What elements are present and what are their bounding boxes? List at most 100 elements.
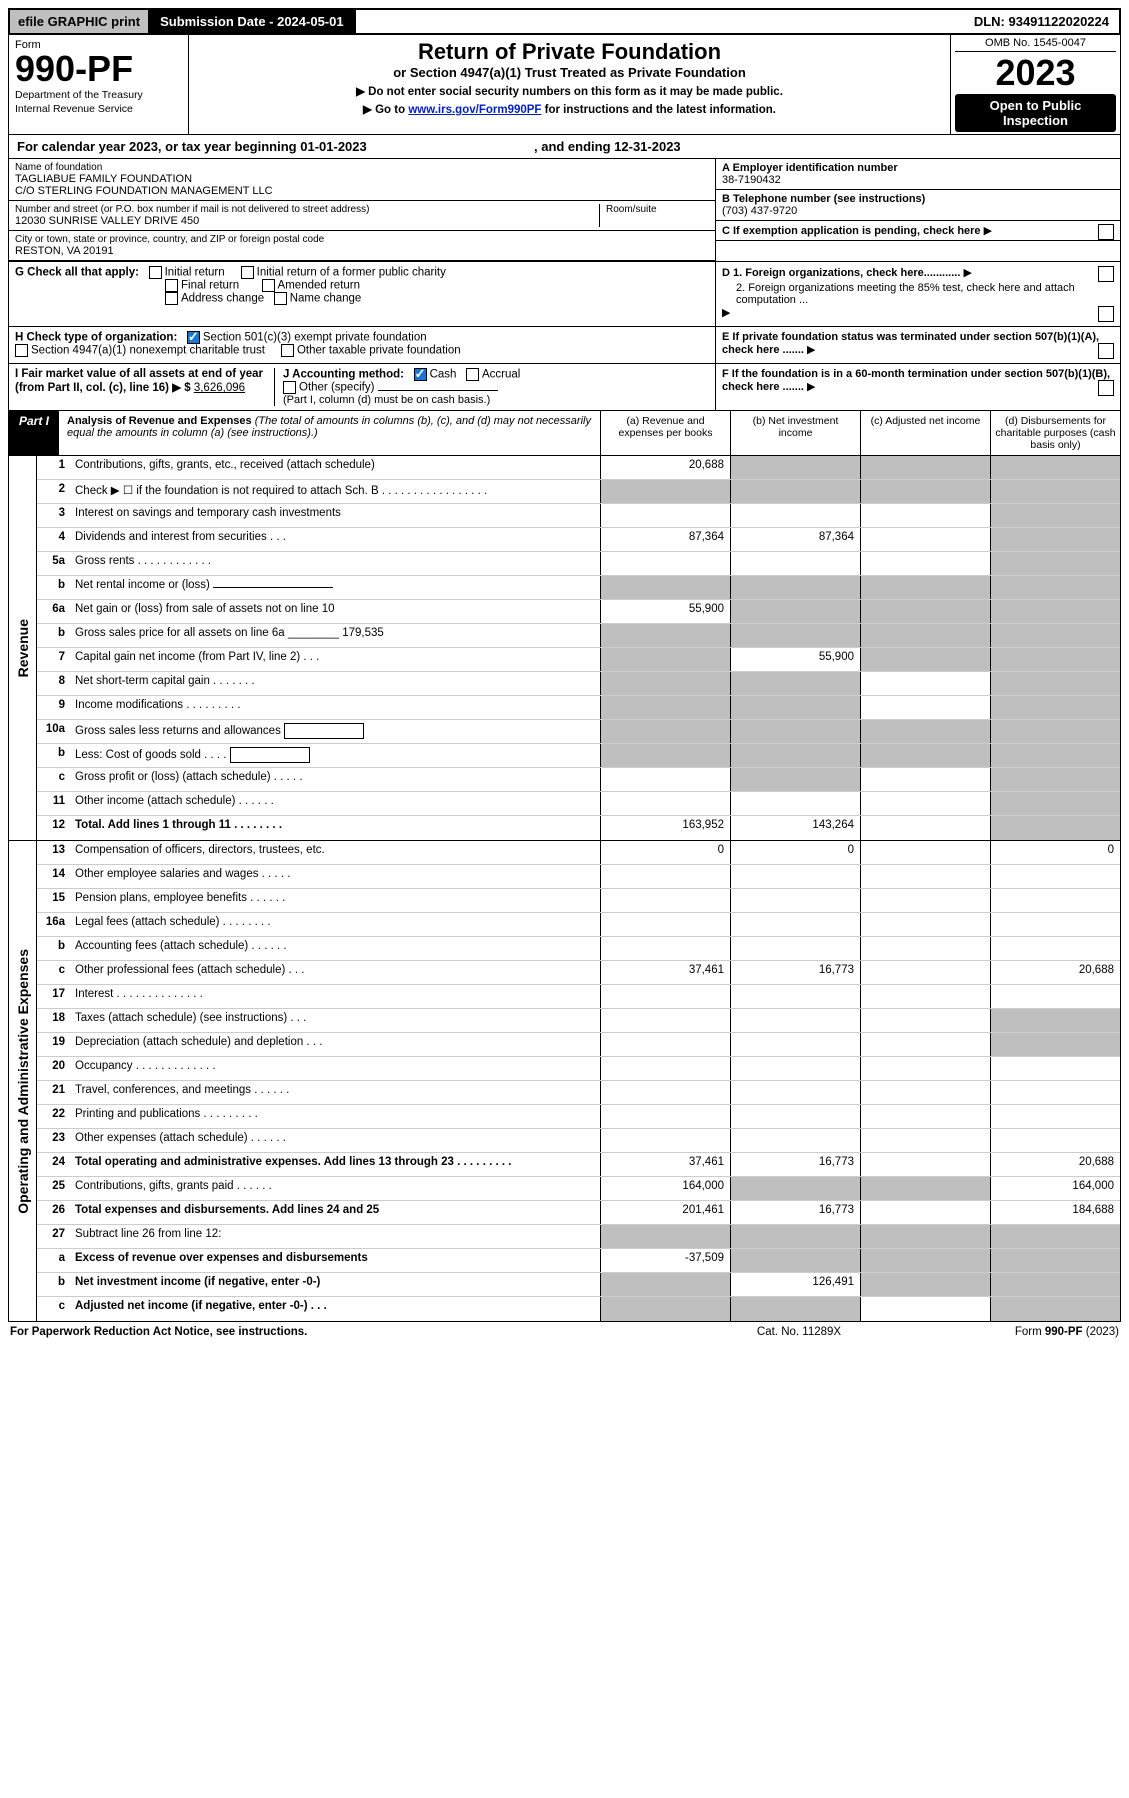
form-title: Return of Private Foundation <box>197 39 942 65</box>
foundation-name-1: TAGLIABUE FAMILY FOUNDATION <box>15 173 709 185</box>
part1-badge: Part I <box>9 411 59 455</box>
l16c-b: 16,773 <box>730 961 860 984</box>
ein-value: 38-7190432 <box>722 174 1114 186</box>
l24-d: 20,688 <box>990 1153 1120 1176</box>
other-method-checkbox[interactable] <box>283 381 296 394</box>
accrual-checkbox[interactable] <box>466 368 479 381</box>
l6b-inline: 179,535 <box>342 627 384 639</box>
check-row-h: H Check type of organization: Section 50… <box>8 327 1121 364</box>
l26-d: 184,688 <box>990 1201 1120 1224</box>
room-label: Room/suite <box>606 204 709 215</box>
street-label: Number and street (or P.O. box number if… <box>15 204 599 215</box>
paperwork-notice: For Paperwork Reduction Act Notice, see … <box>10 1326 699 1338</box>
l4-b: 87,364 <box>730 528 860 551</box>
col-a-head: (a) Revenue and expenses per books <box>600 411 730 455</box>
c-label: C If exemption application is pending, c… <box>722 225 981 237</box>
dln-label: DLN: 93491122020224 <box>964 10 1119 33</box>
calendar-year-row: For calendar year 2023, or tax year begi… <box>8 135 1121 159</box>
phone-label: B Telephone number (see instructions) <box>722 193 1114 205</box>
expenses-label: Operating and Administrative Expenses <box>9 841 37 1321</box>
l26-b: 16,773 <box>730 1201 860 1224</box>
page-footer: For Paperwork Reduction Act Notice, see … <box>8 1322 1121 1342</box>
fmv-value: 3,626,096 <box>194 382 245 394</box>
l13-a: 0 <box>600 841 730 864</box>
cash-checkbox[interactable] <box>414 368 427 381</box>
c-checkbox[interactable] <box>1098 224 1114 240</box>
l27a-a: -37,509 <box>600 1249 730 1272</box>
efile-print-button[interactable]: efile GRAPHIC print <box>10 10 150 33</box>
h-label: H Check type of organization: <box>15 332 177 344</box>
4947-checkbox[interactable] <box>15 344 28 357</box>
form-header: Form 990-PF Department of the Treasury I… <box>8 35 1121 135</box>
d2-label: 2. Foreign organizations meeting the 85%… <box>722 282 1114 306</box>
g-label: G Check all that apply: <box>15 267 139 279</box>
other-taxable-checkbox[interactable] <box>281 344 294 357</box>
l13-d: 0 <box>990 841 1120 864</box>
check-row-ij: I Fair market value of all assets at end… <box>8 364 1121 411</box>
dept-treasury: Department of the Treasury <box>15 89 182 101</box>
f-label: F If the foundation is in a 60-month ter… <box>722 368 1110 393</box>
identity-block: Name of foundation TAGLIABUE FAMILY FOUN… <box>8 159 1121 262</box>
form-subtitle: or Section 4947(a)(1) Trust Treated as P… <box>197 65 942 80</box>
top-bar: efile GRAPHIC print Submission Date - 20… <box>8 8 1121 35</box>
l24-b: 16,773 <box>730 1153 860 1176</box>
phone-value: (703) 437-9720 <box>722 205 1114 217</box>
irs-label: Internal Revenue Service <box>15 103 182 115</box>
l27b-b: 126,491 <box>730 1273 860 1296</box>
name-label: Name of foundation <box>15 162 709 173</box>
e-checkbox[interactable] <box>1098 343 1114 359</box>
revenue-label: Revenue <box>9 456 37 840</box>
col-b-head: (b) Net investment income <box>730 411 860 455</box>
l25-a: 164,000 <box>600 1177 730 1200</box>
d2-checkbox[interactable] <box>1098 306 1114 322</box>
city-value: RESTON, VA 20191 <box>15 245 709 257</box>
j-label: J Accounting method: <box>283 369 404 381</box>
l24-a: 37,461 <box>600 1153 730 1176</box>
d1-checkbox[interactable] <box>1098 266 1114 282</box>
l13-b: 0 <box>730 841 860 864</box>
expenses-section: Operating and Administrative Expenses 13… <box>8 841 1121 1322</box>
part1-title: Analysis of Revenue and Expenses <box>67 415 252 427</box>
l4-a: 87,364 <box>600 528 730 551</box>
j-note: (Part I, column (d) must be on cash basi… <box>283 394 490 406</box>
form-number: 990-PF <box>15 51 182 87</box>
l26-a: 201,461 <box>600 1201 730 1224</box>
check-row-g: G Check all that apply: Initial return I… <box>8 262 1121 327</box>
cat-no: Cat. No. 11289X <box>699 1326 899 1338</box>
col-c-head: (c) Adjusted net income <box>860 411 990 455</box>
ssn-warning: ▶ Do not enter social security numbers o… <box>197 84 942 98</box>
f-checkbox[interactable] <box>1098 380 1114 396</box>
l7-b: 55,900 <box>730 648 860 671</box>
open-public-badge: Open to PublicInspection <box>955 94 1116 132</box>
final-return-checkbox[interactable] <box>165 279 178 292</box>
goto-post: for instructions and the latest informat… <box>541 104 776 116</box>
initial-return-checkbox[interactable] <box>149 266 162 279</box>
tax-year: 2023 <box>955 52 1116 94</box>
part1-header: Part I Analysis of Revenue and Expenses … <box>8 411 1121 456</box>
l16c-d: 20,688 <box>990 961 1120 984</box>
col-d-head: (d) Disbursements for charitable purpose… <box>990 411 1120 455</box>
l16c-a: 37,461 <box>600 961 730 984</box>
l6a-a: 55,900 <box>600 600 730 623</box>
l1-a: 20,688 <box>600 456 730 479</box>
city-label: City or town, state or province, country… <box>15 234 709 245</box>
omb-number: OMB No. 1545-0047 <box>955 37 1116 52</box>
e-label: E If private foundation status was termi… <box>722 331 1099 356</box>
l12-b: 143,264 <box>730 816 860 840</box>
d1-label: D 1. Foreign organizations, check here..… <box>722 267 960 279</box>
initial-former-checkbox[interactable] <box>241 266 254 279</box>
submission-date-label: Submission Date - 2024-05-01 <box>150 10 356 33</box>
revenue-section: Revenue 1Contributions, gifts, grants, e… <box>8 456 1121 841</box>
l25-d: 164,000 <box>990 1177 1120 1200</box>
form990pf-link[interactable]: www.irs.gov/Form990PF <box>408 104 541 116</box>
foundation-name-2: C/O STERLING FOUNDATION MANAGEMENT LLC <box>15 185 709 197</box>
street-value: 12030 SUNRISE VALLEY DRIVE 450 <box>15 215 599 227</box>
form-ref: Form 990-PF (2023) <box>899 1326 1119 1338</box>
l12-a: 163,952 <box>600 816 730 840</box>
instructions-link-row: ▶ Go to www.irs.gov/Form990PF for instru… <box>197 102 942 116</box>
name-change-checkbox[interactable] <box>274 292 287 305</box>
501c3-checkbox[interactable] <box>187 331 200 344</box>
goto-pre: ▶ Go to <box>363 104 408 116</box>
amended-return-checkbox[interactable] <box>262 279 275 292</box>
address-change-checkbox[interactable] <box>165 292 178 305</box>
